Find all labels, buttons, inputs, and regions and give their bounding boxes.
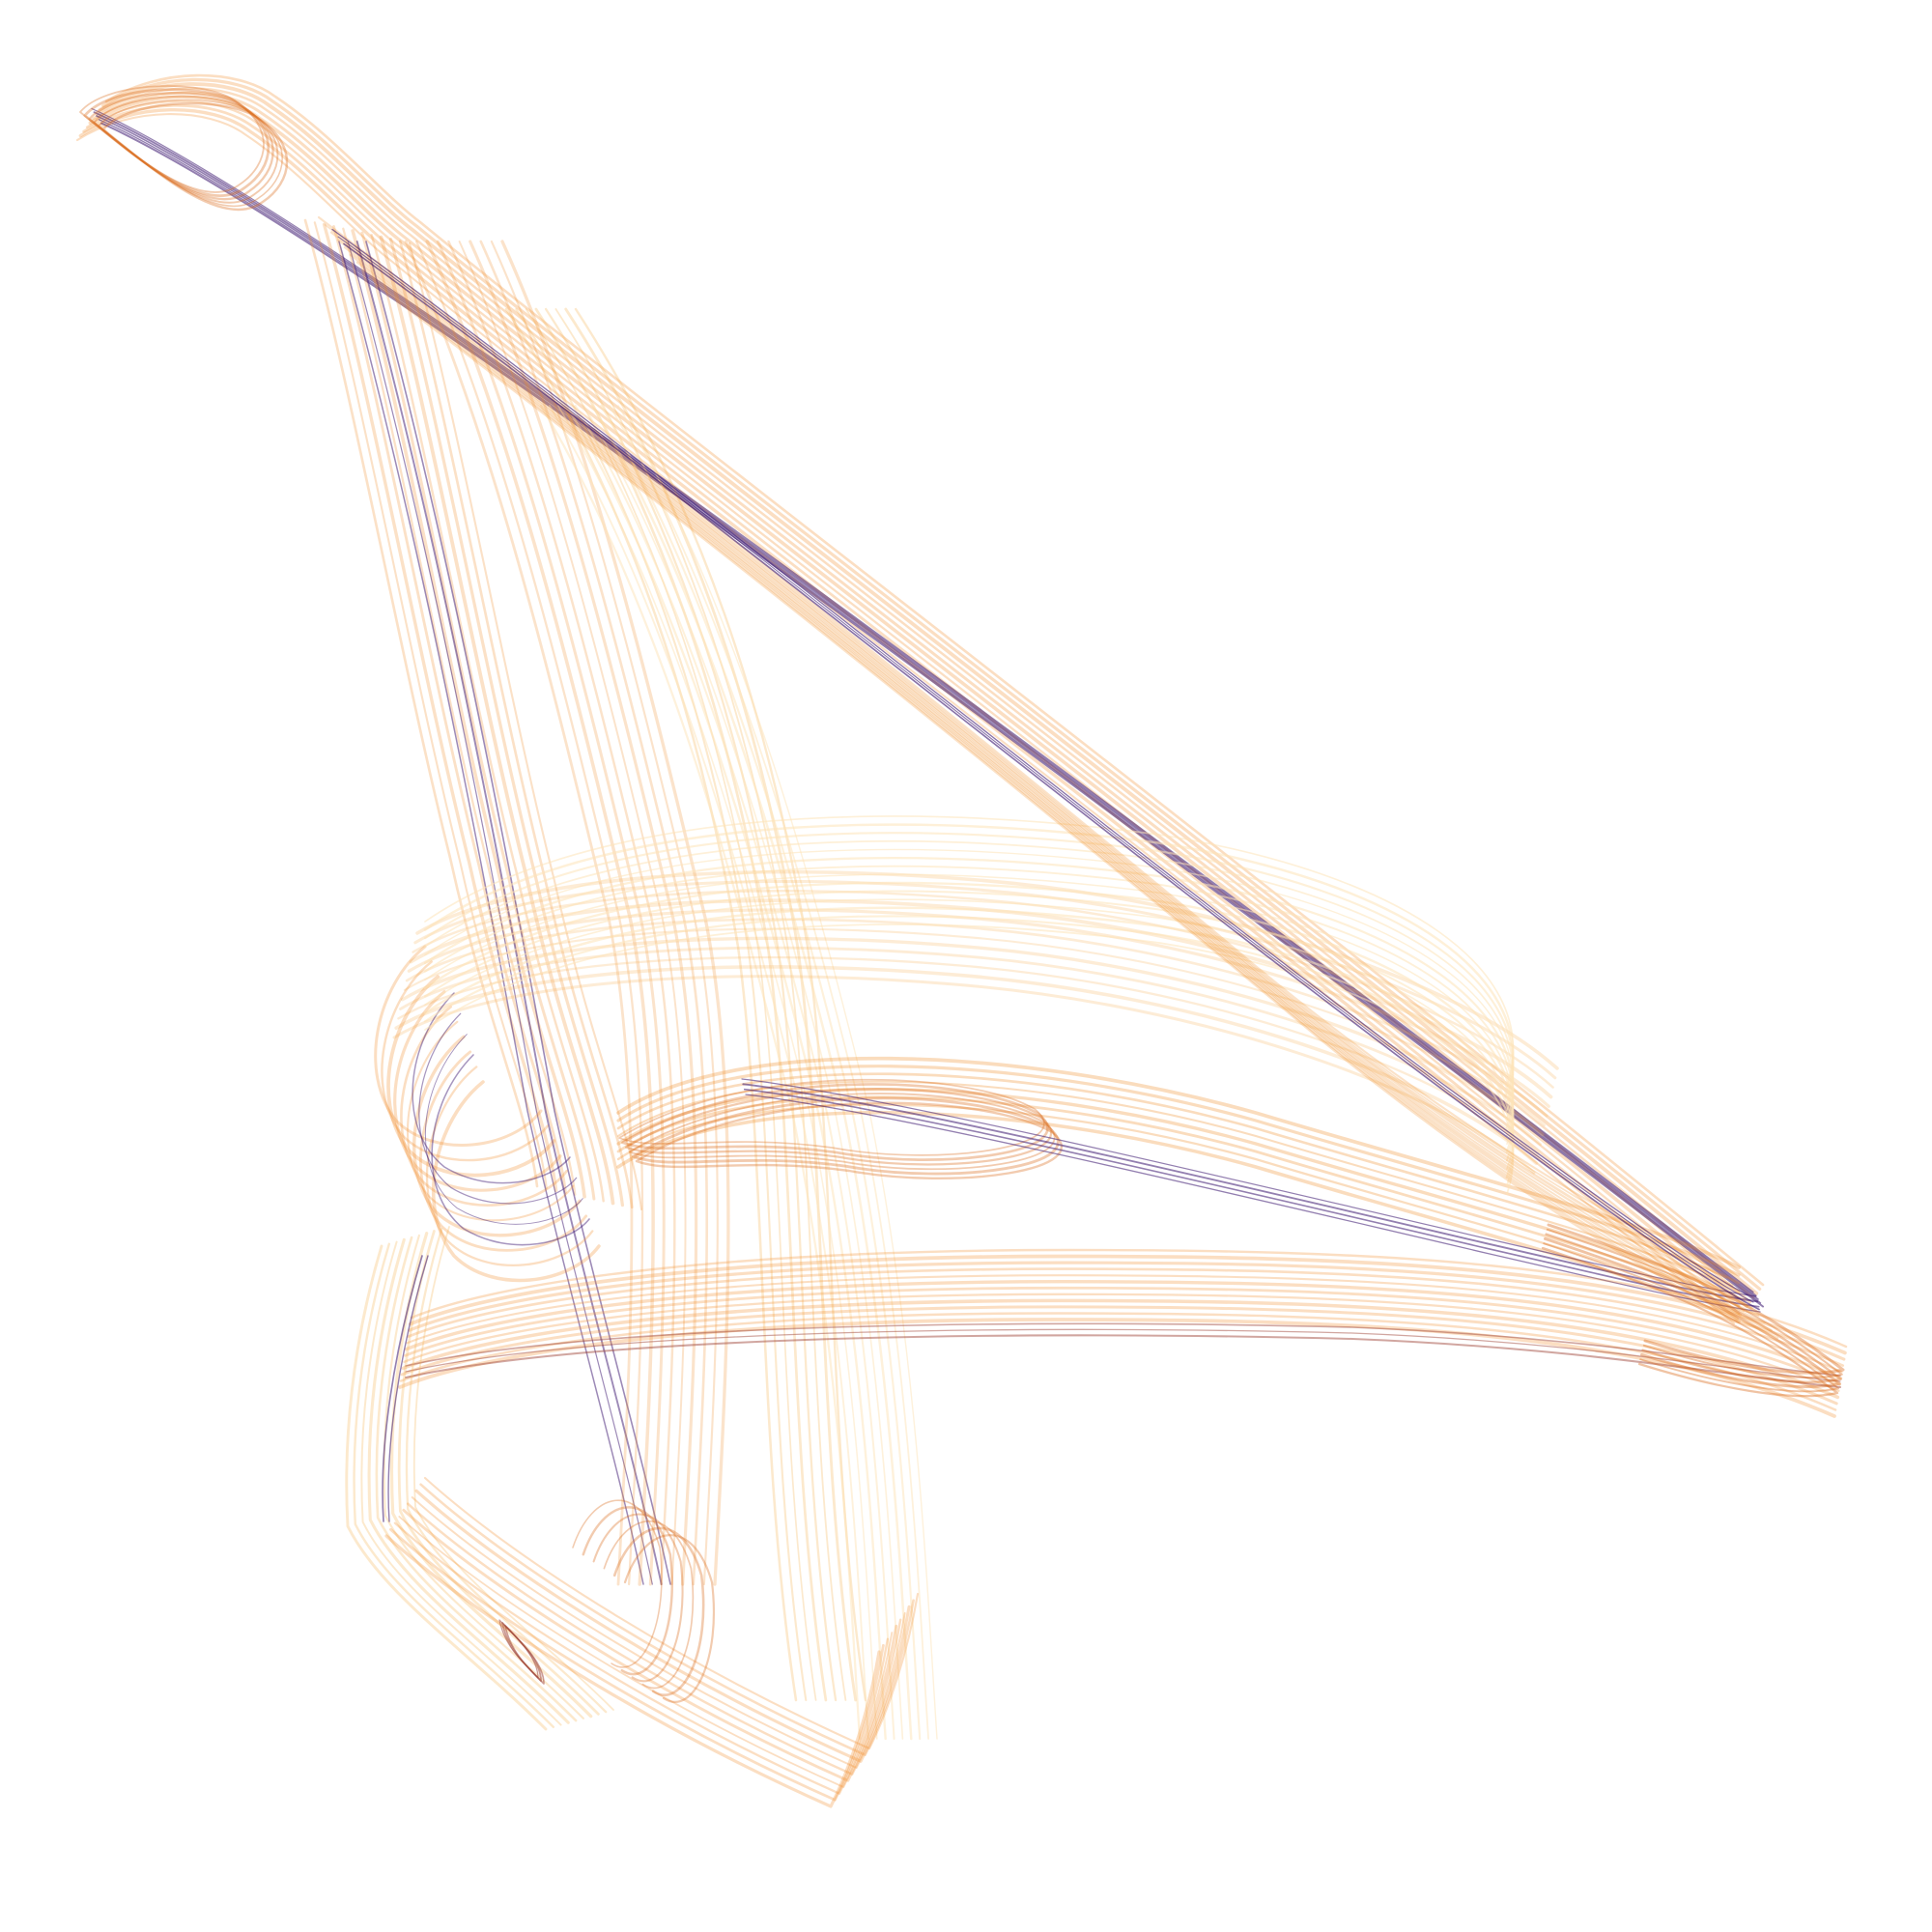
attractor-artwork <box>0 0 1932 1932</box>
